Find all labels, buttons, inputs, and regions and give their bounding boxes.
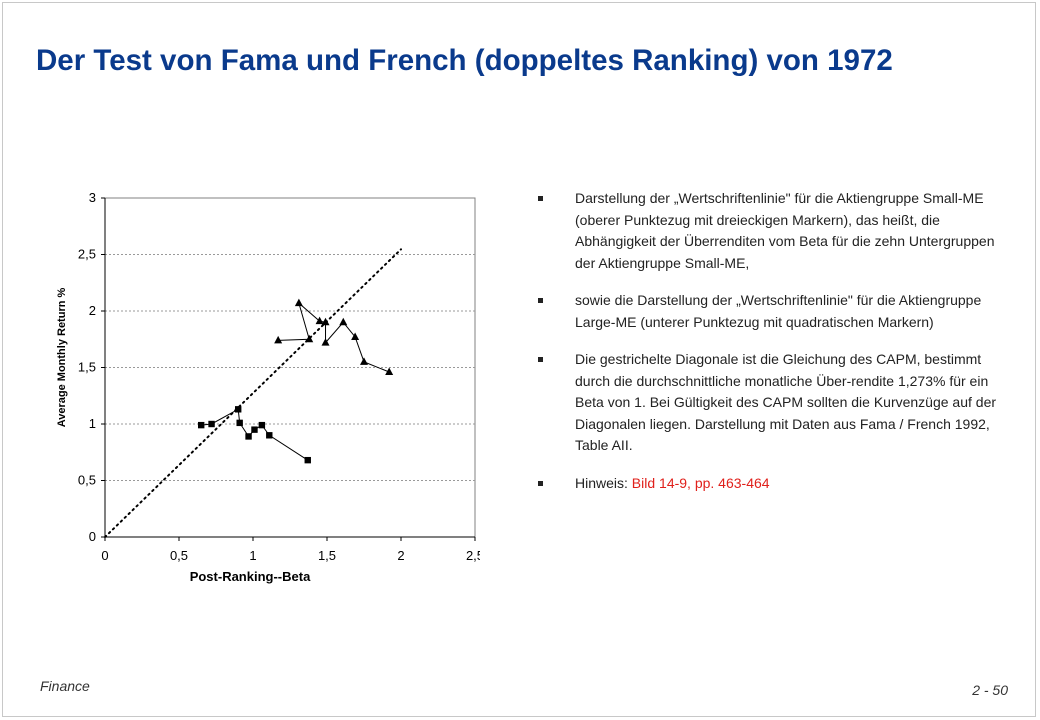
triangle-marker xyxy=(294,298,303,307)
bullet-marker-icon xyxy=(538,480,543,486)
y-tick-label: 3 xyxy=(89,190,96,205)
footer-course-name: Finance xyxy=(40,678,90,694)
square-marker xyxy=(266,432,273,439)
square-marker xyxy=(235,406,242,413)
square-marker xyxy=(304,456,311,464)
y-tick-label: 1,5 xyxy=(78,360,96,375)
y-tick-label: 2 xyxy=(89,303,96,318)
triangle-marker xyxy=(360,357,368,365)
bullet-list: Darstellung der „Wertschriftenlinie" für… xyxy=(534,188,1004,510)
square-marker xyxy=(208,420,215,428)
square-marker xyxy=(198,421,205,429)
x-tick-label: 1 xyxy=(249,548,256,563)
bullet-item: Darstellung der „Wertschriftenlinie" für… xyxy=(534,188,1004,274)
x-tick-label: 2,5 xyxy=(466,548,480,563)
hint-reference-link[interactable]: Bild 14-9, pp. 463-464 xyxy=(631,474,770,491)
slide-title: Der Test von Fama und French (doppeltes … xyxy=(36,44,893,77)
x-tick-label: 1,5 xyxy=(318,548,336,563)
bullet-marker-icon xyxy=(538,298,543,303)
bullet-text-large-me: sowie die Darstellung der „Wertschriften… xyxy=(575,292,982,330)
x-tick-label: 0 xyxy=(101,548,108,563)
bullet-text-capm: Die gestrichelte Diagonale ist die Gleic… xyxy=(575,351,997,453)
triangle-marker xyxy=(385,367,394,376)
triangle-marker xyxy=(305,334,314,343)
security-market-line-chart: 0 0,5 1 1,5 2 2,5 3 0 0,5 1 1,5 2 2,5 Post-Ranking--B… xyxy=(56,190,480,584)
y-tick-label: 0,5 xyxy=(78,473,96,488)
x-tick-label: 2 xyxy=(397,548,404,563)
square-marker xyxy=(251,426,258,433)
square-marker xyxy=(258,421,266,429)
triangle-marker xyxy=(321,338,330,346)
x-tick-label: 0,5 xyxy=(170,548,188,563)
footer-page-number: 2 - 50 xyxy=(972,682,1008,698)
bullet-item: Die gestrichelte Diagonale ist die Gleic… xyxy=(534,349,1004,457)
y-tick-label: 1 xyxy=(89,416,96,431)
square-marker xyxy=(245,433,252,440)
bullet-item: sowie die Darstellung der „Wertschriften… xyxy=(534,290,1004,333)
triangle-marker xyxy=(321,317,330,326)
bullet-marker-icon xyxy=(538,357,543,362)
triangle-marker xyxy=(351,332,360,340)
y-axis-label: Average Monthly Return % xyxy=(56,288,68,428)
bullet-item: Hinweis: Bild 14-9, pp. 463-464 xyxy=(534,473,1004,495)
bullet-text-small-me: Darstellung der „Wertschriftenlinie" für… xyxy=(575,190,995,271)
bullet-marker-icon xyxy=(538,196,543,201)
triangle-marker xyxy=(274,335,283,344)
y-tick-label: 2,5 xyxy=(78,247,96,262)
x-axis-label: Post-Ranking--Beta xyxy=(190,569,311,584)
square-marker xyxy=(236,419,243,427)
hint-label: Hinweis: xyxy=(575,474,632,491)
triangle-marker xyxy=(315,316,324,325)
series-line-triangle xyxy=(278,301,390,373)
y-tick-label: 0 xyxy=(89,529,96,544)
triangle-marker xyxy=(339,317,348,326)
